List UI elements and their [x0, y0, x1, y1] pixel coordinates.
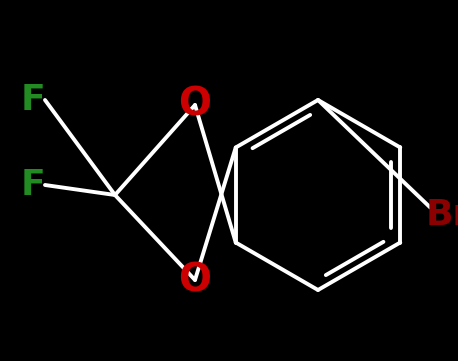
Text: F: F: [21, 168, 45, 202]
Text: O: O: [179, 261, 212, 299]
Text: Br: Br: [425, 199, 458, 232]
Text: O: O: [179, 86, 212, 124]
Text: F: F: [21, 83, 45, 117]
